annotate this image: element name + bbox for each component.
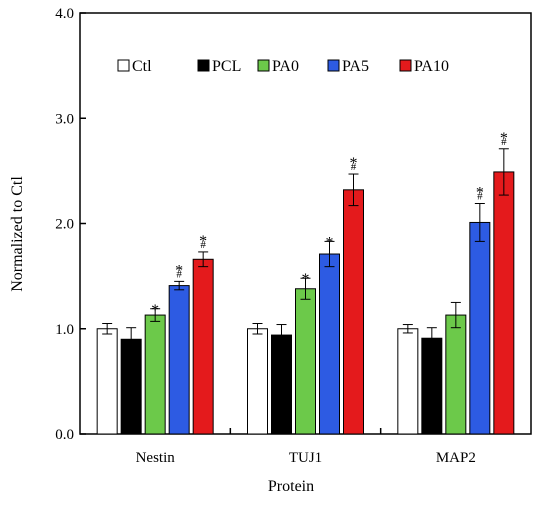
significance-hash: # (200, 239, 206, 251)
bar-pa5-map2 (469, 221, 491, 435)
y-tick-label: 0.0 (55, 427, 74, 443)
bar-pa10-tuj1 (343, 189, 364, 435)
bar-pa5-tuj1 (319, 253, 340, 435)
significance-star: * (326, 234, 334, 251)
legend-label-pa10: PA10 (414, 58, 449, 75)
significance-hash: # (501, 136, 507, 148)
legend-swatch-pa10 (399, 59, 412, 72)
bars-layer: *#*#***#*#*#* (96, 130, 515, 435)
significance-star: * (476, 185, 484, 202)
x-category-label: Nestin (136, 450, 176, 466)
y-tick-label: 4.0 (55, 6, 74, 22)
bar-pa10-map2 (493, 171, 515, 435)
significance-star: * (500, 130, 508, 147)
legend-swatch-pa5 (327, 59, 340, 72)
legend: Ctl PCL PA0 PA5 PA10 (117, 58, 449, 75)
x-category-label: TUJ1 (289, 450, 322, 466)
significance-star: * (151, 302, 159, 319)
significance-hash: # (477, 191, 483, 203)
bar-pa0-nestin (144, 314, 166, 435)
bar-pcl-nestin (120, 338, 142, 435)
bar-pa5-nestin (168, 285, 190, 435)
y-tick-label: 3.0 (55, 111, 74, 127)
x-axis-title: Protein (268, 478, 314, 495)
bar-ctl-map2 (397, 328, 419, 435)
significance-star: * (350, 155, 358, 172)
legend-label-pa5: PA5 (342, 58, 369, 75)
legend-label-pcl: PCL (212, 58, 241, 75)
bar-ctl-nestin (96, 328, 118, 435)
significance-star: * (199, 233, 207, 250)
bar-pcl-map2 (421, 337, 443, 435)
legend-swatch-pa0 (257, 59, 270, 72)
significance-hash: # (176, 268, 182, 280)
bar-pa10-nestin (192, 258, 214, 435)
y-tick-label: 2.0 (55, 217, 74, 233)
bar-pa0-map2 (445, 314, 467, 435)
x-category-label: MAP2 (436, 450, 476, 466)
significance-hash: # (351, 161, 357, 173)
y-tick-label: 1.0 (55, 322, 74, 338)
legend-swatch-ctl (117, 59, 130, 72)
bar-pa0-tuj1 (295, 288, 316, 435)
significance-star: * (302, 271, 310, 288)
significance-star: * (175, 262, 183, 279)
bar-ctl-tuj1 (247, 328, 268, 435)
legend-label-ctl: Ctl (132, 58, 152, 75)
y-axis-title: Normalized to Ctl (9, 176, 26, 292)
legend-swatch-pcl (197, 59, 210, 72)
legend-label-pa0: PA0 (272, 58, 299, 75)
bar-pcl-tuj1 (271, 334, 292, 435)
